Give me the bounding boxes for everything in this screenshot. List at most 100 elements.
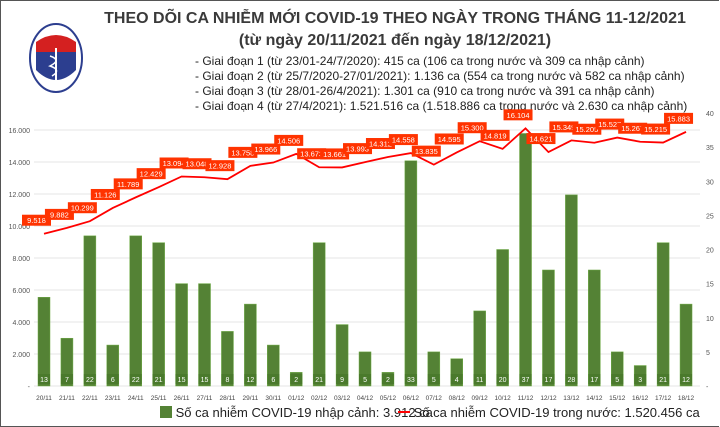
bar-label-box: [198, 374, 211, 384]
line-value-label: 13.993: [346, 145, 369, 154]
x-axis-tick: 10/12: [494, 395, 511, 402]
bar-value-label: 8: [225, 377, 229, 384]
x-axis-tick: 28/11: [220, 395, 236, 402]
bar: [152, 242, 165, 387]
bar: [679, 303, 693, 387]
bar-value-label: 2: [294, 377, 298, 384]
bar-label-box: [450, 374, 463, 384]
x-axis-tick: 30/11: [265, 395, 281, 402]
x-axis-tick: 17/12: [655, 395, 672, 402]
bar-value-label: 33: [407, 377, 415, 384]
x-axis-tick: 07/12: [426, 395, 443, 402]
bar-value-label: 12: [246, 377, 254, 384]
bar-label-box: [336, 374, 349, 384]
x-axis-tick: 06/12: [403, 395, 420, 402]
bar-value-label: 20: [499, 377, 507, 384]
bar-label-box: [290, 374, 303, 384]
x-axis-tick: 08/12: [449, 395, 466, 402]
line-label-box: [228, 146, 258, 158]
line-value-label: 14.621: [529, 135, 552, 144]
line-label-box: [549, 121, 579, 133]
bar-label-box: [611, 374, 624, 384]
line-value-label: 16.104: [507, 111, 530, 120]
x-axis-tick: 12/12: [540, 395, 557, 402]
x-axis-tick: 02/12: [311, 395, 328, 402]
bar-value-label: 11: [476, 377, 483, 384]
stage-2-text: - Giai đoạn 2 (từ 25/7/2020-27/01/2021):…: [195, 69, 685, 83]
left-axis-tick: 16.000: [9, 128, 31, 135]
bar-label-box: [381, 374, 394, 384]
right-axis-tick: 40: [706, 111, 714, 118]
bar-value-label: 3: [638, 377, 642, 384]
line-value-label: 12.928: [208, 162, 231, 171]
bar-label-box: [680, 374, 693, 384]
x-axis-tick: 25/11: [151, 395, 167, 402]
bar-label-box: [588, 374, 601, 384]
bar-value-label: 2: [386, 377, 390, 384]
bar-value-label: 4: [455, 377, 459, 384]
bar: [565, 194, 578, 387]
line-label-box: [411, 145, 441, 157]
bar-value-label: 15: [201, 377, 209, 384]
line-value-label: 13.673: [300, 150, 323, 159]
line-label-box: [457, 122, 487, 134]
ministry-of-health-logo: [29, 23, 83, 93]
line-value-label: 15.883: [667, 114, 690, 123]
line-label-box: [641, 123, 671, 135]
bar-label-box: [404, 374, 417, 384]
bar-label-box: [60, 374, 73, 384]
line-value-label: 12.429: [140, 170, 163, 179]
bar: [335, 324, 349, 387]
right-axis-tick: -: [706, 384, 709, 391]
left-axis-tick: 4.000: [12, 320, 30, 327]
left-axis-tick: 6.000: [12, 288, 30, 295]
line-label-box: [320, 148, 350, 160]
bar-value-label: 9: [340, 377, 344, 384]
bar-label-box: [427, 374, 440, 384]
bar: [175, 283, 188, 387]
line-label-box: [664, 112, 694, 124]
bar-label-box: [634, 374, 647, 384]
chart-title: THEO DÕI CA NHIỄM MỚI COVID-19 THEO NGÀY…: [104, 10, 686, 27]
bar: [656, 242, 670, 387]
bar: [473, 310, 486, 387]
bar: [312, 242, 326, 387]
line-value-label: 13.835: [415, 147, 438, 156]
legend-bar-label: Số ca nhiễm COVID-19 nhập cảnh: 3.912 ca: [175, 405, 433, 420]
line-series: [43, 127, 687, 235]
x-axis-tick: 23/11: [105, 395, 121, 402]
left-axis-tick: 12.000: [9, 192, 31, 199]
bar-label-box: [152, 374, 165, 384]
bar-label-box: [542, 374, 555, 384]
legend-bar: Số ca nhiễm COVID-19 nhập cảnh: 3.912 ca: [160, 405, 433, 420]
legend-line-swatch: [398, 411, 410, 413]
x-axis-tick: 18/12: [678, 395, 695, 402]
bar-value-label: 12: [682, 377, 690, 384]
x-axis-tick: 13/12: [563, 395, 580, 402]
line-label-box: [343, 143, 373, 155]
stage-3-text: - Giai đoạn 3 (từ 28/01-26/4/2021): 1.30…: [195, 84, 655, 98]
x-axis-tick: 20/11: [36, 395, 52, 402]
line-label-box: [67, 202, 97, 214]
bar: [404, 160, 418, 387]
x-axis-tick: 14/12: [586, 395, 603, 402]
line-label-box: [274, 134, 304, 146]
bar: [221, 331, 234, 387]
legend-bar-swatch: [160, 406, 172, 418]
bar: [244, 303, 257, 387]
line-value-label: 14.312: [369, 140, 392, 149]
bar-value-label: 6: [271, 377, 275, 384]
line-label-box: [572, 123, 602, 135]
x-axis-tick: 24/11: [128, 395, 144, 402]
line-value-label: 10.299: [71, 204, 94, 213]
line-label-box: [526, 133, 556, 145]
line-value-label: 15.527: [598, 120, 621, 129]
x-axis-tick: 27/11: [197, 395, 213, 402]
line-value-label: 9.882: [50, 210, 69, 219]
x-axis-tick: 01/12: [288, 395, 305, 402]
x-axis-tick: 26/11: [174, 395, 190, 402]
line-value-label: 13.048: [186, 160, 209, 169]
bar-label-box: [313, 374, 326, 384]
bar: [129, 235, 142, 387]
